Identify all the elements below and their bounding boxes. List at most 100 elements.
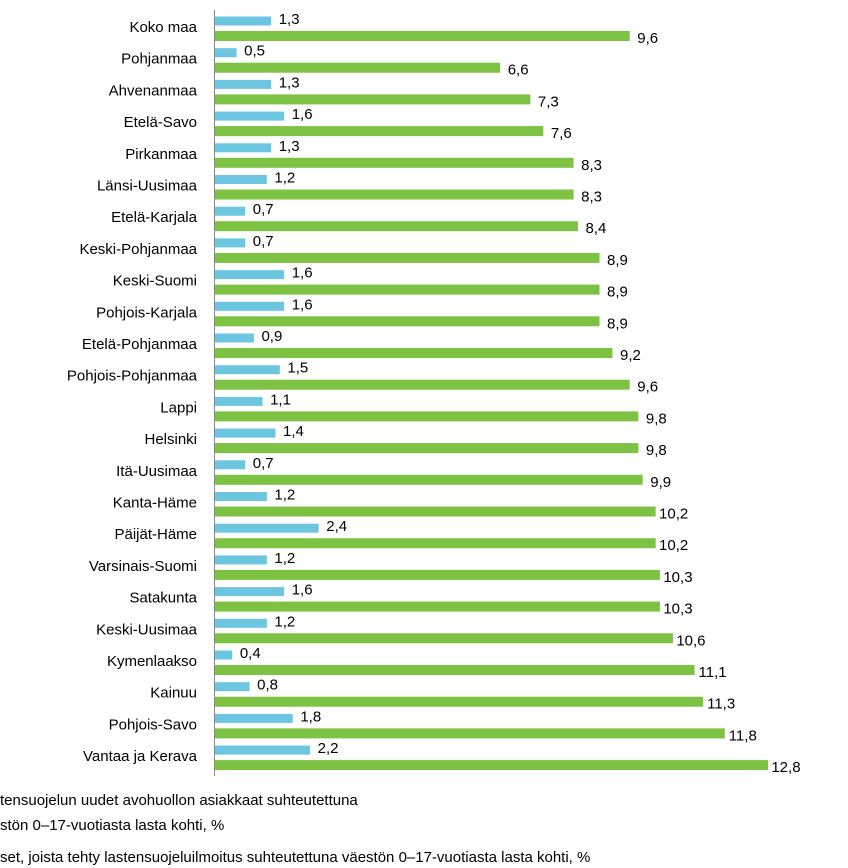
value-label: 9,9 xyxy=(650,474,671,491)
bar xyxy=(215,618,267,628)
value-label: 0,4 xyxy=(240,645,261,662)
bar xyxy=(215,379,630,390)
legend-label: tensuojelun uudet avohuollon asiakkaat s… xyxy=(0,792,358,809)
value-label: 9,8 xyxy=(646,442,667,459)
value-label: 1,2 xyxy=(274,550,295,567)
value-label: 1,2 xyxy=(274,169,295,186)
value-label: 2,2 xyxy=(318,740,339,757)
bar xyxy=(215,284,600,295)
category-label: Etelä-Savo xyxy=(124,114,197,131)
category-label: Itä-Uusimaa xyxy=(116,463,198,480)
legend-label: set, joista tehty lastensuojeluilmoitus … xyxy=(0,849,590,866)
bar xyxy=(215,126,544,137)
bar xyxy=(215,728,725,739)
value-label: 9,8 xyxy=(646,410,667,427)
category-label: Ahvenanmaa xyxy=(109,82,198,99)
category-label: Kainuu xyxy=(150,685,197,702)
bar xyxy=(215,474,643,485)
value-label: 2,4 xyxy=(326,518,347,535)
value-label: 1,6 xyxy=(292,582,313,599)
category-label: Vantaa ja Kerava xyxy=(83,748,198,765)
category-label: Etelä-Pohjanmaa xyxy=(82,336,198,353)
category-label: Pirkanmaa xyxy=(125,146,197,163)
value-label: 1,2 xyxy=(274,486,295,503)
category-label: Keski-Pohjanmaa xyxy=(79,241,197,258)
bar xyxy=(215,411,639,422)
value-label: 7,3 xyxy=(538,93,559,110)
category-label: Kanta-Häme xyxy=(113,494,197,511)
legend-label: stön 0–17-vuotiasta lasta kohti, % xyxy=(0,817,224,834)
bar xyxy=(215,506,656,517)
value-label: 12,8 xyxy=(771,759,800,776)
value-label: 10,6 xyxy=(676,632,705,649)
bar xyxy=(215,316,600,327)
value-label: 1,8 xyxy=(300,708,321,725)
value-label: 11,3 xyxy=(707,696,735,713)
category-label: Helsinki xyxy=(144,431,197,448)
bar xyxy=(215,428,276,438)
bar xyxy=(215,238,246,248)
value-label: 8,3 xyxy=(581,188,602,205)
category-label: Lappi xyxy=(160,399,197,416)
value-label: 1,6 xyxy=(292,106,313,123)
bar xyxy=(215,221,578,232)
value-label: 10,3 xyxy=(663,569,692,586)
bar xyxy=(215,460,246,470)
bar xyxy=(215,665,695,675)
bar xyxy=(215,713,293,723)
value-label: 1,1 xyxy=(270,391,291,408)
category-label: Satakunta xyxy=(129,590,197,607)
value-label: 8,3 xyxy=(581,157,602,174)
bar xyxy=(215,175,267,184)
bar xyxy=(215,650,233,660)
value-label: 1,6 xyxy=(292,265,313,282)
bar xyxy=(215,555,267,565)
bar xyxy=(215,79,272,89)
bar xyxy=(215,48,237,58)
bar xyxy=(215,157,574,168)
bar xyxy=(215,569,660,580)
value-label: 0,8 xyxy=(257,677,278,694)
value-label: 6,6 xyxy=(508,62,529,79)
value-label: 0,7 xyxy=(253,201,274,218)
value-label: 7,6 xyxy=(551,125,572,142)
bar xyxy=(215,443,639,454)
category-label: Pohjanmaa xyxy=(121,51,198,68)
value-label: 10,2 xyxy=(659,537,688,554)
bar xyxy=(215,301,285,311)
value-label: 8,9 xyxy=(607,315,628,332)
category-label: Länsi-Uusimaa xyxy=(97,177,198,194)
value-label: 0,5 xyxy=(244,43,265,60)
value-label: 0,7 xyxy=(253,455,274,472)
value-label: 1,4 xyxy=(283,423,304,440)
bar xyxy=(215,745,311,755)
category-label: Varsinais-Suomi xyxy=(89,558,197,575)
value-label: 9,6 xyxy=(637,379,658,396)
bar xyxy=(215,31,630,41)
category-label: Pohjois-Savo xyxy=(109,716,197,733)
category-label: Kymenlaakso xyxy=(107,653,197,670)
value-label: 1,3 xyxy=(279,74,300,91)
bar xyxy=(215,94,531,105)
bar xyxy=(215,760,768,771)
value-label: 11,8 xyxy=(729,727,757,744)
bar xyxy=(215,587,285,597)
bar xyxy=(215,396,263,406)
category-label: Päijät-Häme xyxy=(114,526,197,543)
bar xyxy=(215,189,574,200)
value-label: 11,1 xyxy=(698,664,726,681)
value-label: 10,2 xyxy=(659,505,688,522)
category-label: Etelä-Karjala xyxy=(111,209,198,226)
value-label: 9,6 xyxy=(637,30,658,47)
category-label: Pohjois-Karjala xyxy=(96,304,198,321)
bar xyxy=(215,682,250,692)
value-label: 1,6 xyxy=(292,296,313,313)
value-label: 9,2 xyxy=(620,347,641,364)
category-label: Keski-Suomi xyxy=(113,273,197,290)
bar xyxy=(215,333,254,343)
bar xyxy=(215,523,319,533)
value-label: 1,3 xyxy=(279,138,300,155)
bar xyxy=(215,252,600,263)
bar xyxy=(215,111,285,121)
